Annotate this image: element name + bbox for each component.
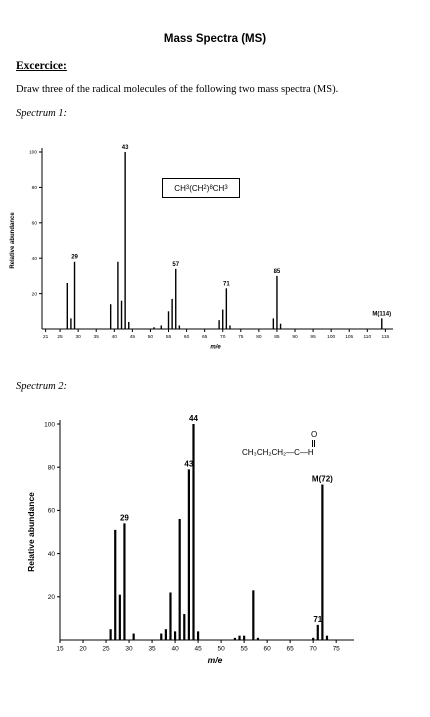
spectrum-1-label: Spectrum 1: — [16, 108, 68, 119]
y-tick-label: 40 — [48, 551, 56, 558]
peak-label: 29 — [71, 255, 78, 261]
x-tick-label: 80 — [256, 334, 262, 340]
x-tick-label: 75 — [333, 646, 341, 653]
peak-label: 29 — [120, 513, 129, 522]
x-tick-label: 95 — [310, 334, 316, 340]
x-tick-label: 105 — [345, 334, 353, 340]
y-tick-label: 20 — [48, 594, 56, 601]
x-tick-label: 30 — [75, 334, 81, 340]
formula-subscript: 2 — [203, 185, 207, 191]
x-tick-label: 60 — [264, 646, 272, 653]
spectrum-2-label: Spectrum 2: — [16, 381, 68, 392]
x-tick-label: 45 — [194, 646, 202, 653]
y-tick-label: 20 — [32, 291, 38, 297]
spectrum-1-chart: 20 40 60 80 100 21 25 30 35 40 45 50 55 60 65 70 75 80 85 9… — [10, 145, 393, 351]
x-tick-label: 65 — [287, 646, 295, 653]
peak-label: M(72) — [312, 474, 333, 483]
x-tick-label: 100 — [327, 334, 335, 340]
y-tick-label: 40 — [32, 256, 38, 262]
peak-label: M(114) — [372, 311, 391, 317]
spectrum-2-chart: 20 40 60 80 100 15 20 25 30 35 40 45 50 55 60 65 70 75 m/e… — [26, 414, 354, 665]
x-tick-label: 70 — [310, 646, 318, 653]
x-tick-label: 85 — [274, 334, 280, 340]
y-tick-label: 80 — [48, 464, 56, 471]
peak-label: 85 — [274, 269, 281, 275]
x-tick-label: 60 — [184, 334, 190, 340]
x-tick-label: 65 — [202, 334, 208, 340]
x-tick-label: 50 — [217, 646, 225, 653]
x-tick-label: 55 — [166, 334, 172, 340]
x-tick-label: 30 — [125, 646, 133, 653]
y-tick-label: 100 — [44, 421, 55, 428]
spectrum-2-structure: O CH₃CH₂CH₂—C—H — [242, 430, 317, 457]
x-axis-label: m/e — [208, 655, 223, 665]
x-tick-label: 25 — [57, 334, 63, 340]
peak-label: 43 — [122, 145, 129, 151]
x-axis-label: m/e — [210, 345, 221, 351]
formula-part: (CH — [189, 183, 204, 193]
spectrum-1-structure: CH 3 (CH 2) 8 CH 3 — [162, 178, 240, 198]
formula-part: CH — [212, 183, 225, 193]
y-axis-label: Relative abundance — [10, 212, 16, 269]
x-tick-label: 25 — [102, 646, 110, 653]
y-tick-label: 80 — [32, 185, 38, 191]
x-tick-label: 75 — [238, 334, 244, 340]
peak-label: 71 — [223, 281, 230, 287]
peak-label: 44 — [189, 414, 198, 423]
x-tick-label: 90 — [292, 334, 298, 340]
x-tick-label: 45 — [130, 334, 136, 340]
peak-label: 43 — [184, 459, 193, 468]
x-tick-label: 35 — [148, 646, 156, 653]
x-tick-label: 15 — [56, 646, 64, 653]
exercise-heading: Excercice: — [16, 60, 67, 72]
formula-part: CH — [174, 183, 186, 193]
y-tick-label: 100 — [29, 150, 37, 156]
formula-subscript: 3 — [224, 185, 228, 191]
peak-label: 71 — [313, 615, 322, 624]
x-tick-label: 20 — [79, 646, 87, 653]
page-title: Mass Spectra (MS) — [163, 33, 267, 45]
x-tick-label: 21 — [43, 334, 49, 340]
structure-text: CH₃CH₂CH₂—C—H — [242, 448, 314, 457]
x-tick-label: 35 — [94, 334, 100, 340]
x-tick-label: 55 — [241, 646, 249, 653]
carbonyl-double-bond — [312, 440, 315, 447]
y-axis-label: Relative abundance — [26, 492, 36, 572]
y-tick-label: 60 — [48, 508, 56, 515]
x-tick-label: 70 — [220, 334, 226, 340]
x-tick-label: 40 — [112, 334, 118, 340]
carbonyl-oxygen: O — [311, 430, 318, 439]
formula-part: ) — [206, 183, 210, 193]
peak-label: 57 — [172, 262, 179, 268]
formula-subscript: 8 — [209, 185, 213, 191]
instruction-text: Draw three of the radical molecules of t… — [16, 84, 339, 95]
x-tick-label: 40 — [171, 646, 179, 653]
formula-subscript: 3 — [185, 185, 190, 191]
x-tick-label: 50 — [148, 334, 154, 340]
y-tick-label: 60 — [32, 220, 38, 226]
x-tick-label: 110 — [363, 334, 371, 340]
x-tick-label: 115 — [382, 334, 390, 340]
